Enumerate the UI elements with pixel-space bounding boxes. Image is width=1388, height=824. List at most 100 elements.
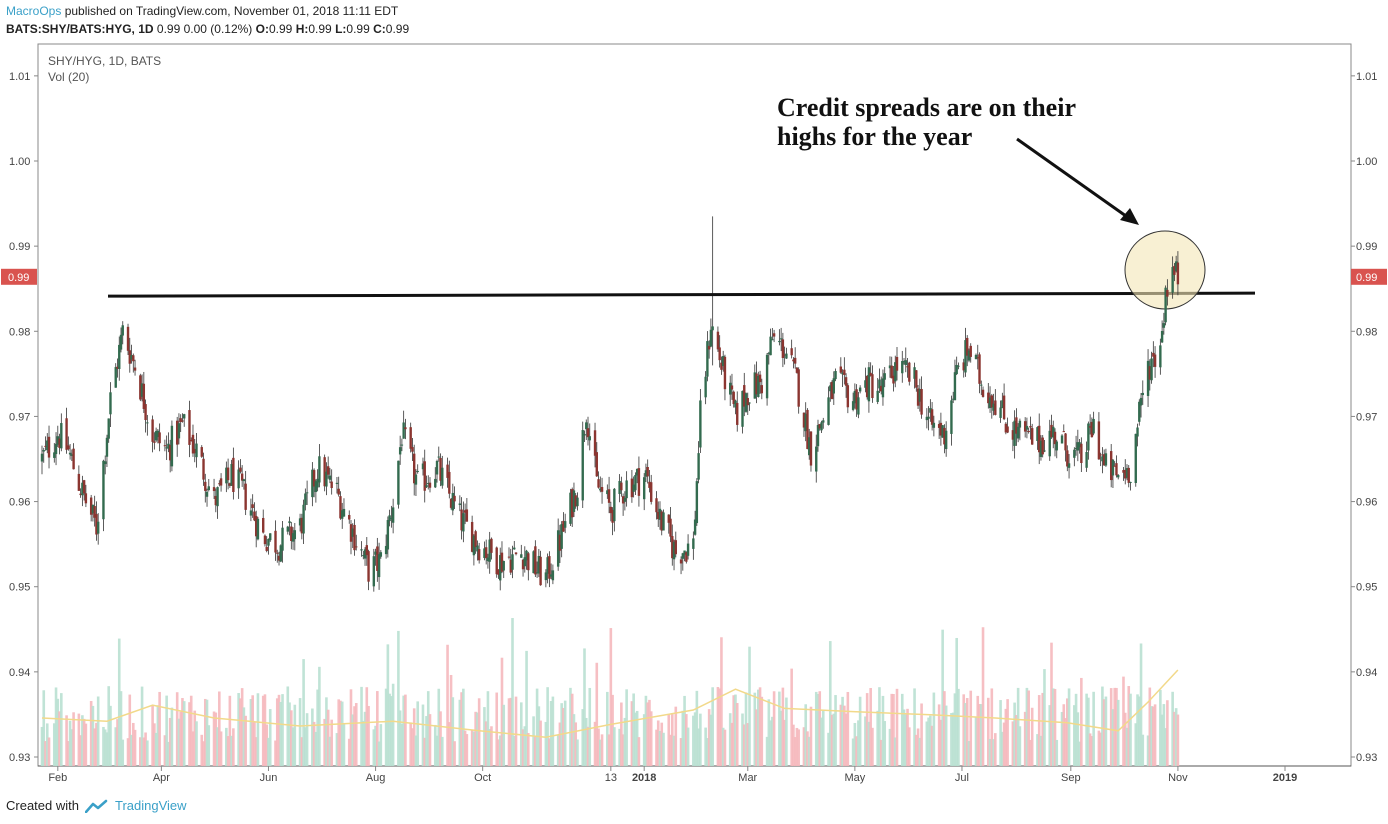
volume-bar <box>778 691 781 766</box>
volume-bar <box>855 736 858 766</box>
volume-bar <box>551 696 555 766</box>
candle-body <box>1013 420 1016 446</box>
volume-bar <box>1134 723 1138 766</box>
candle-body <box>950 400 953 434</box>
candle-body <box>832 378 835 394</box>
volume-bar <box>1115 687 1118 766</box>
candle-body <box>114 367 117 388</box>
volume-bar <box>81 715 84 766</box>
volume-bar <box>116 719 119 766</box>
candle-body <box>1090 421 1094 438</box>
volume-bar <box>363 711 367 766</box>
volume-bar <box>955 637 958 766</box>
volume-bar <box>1062 704 1066 766</box>
volume-bar <box>539 720 542 766</box>
volume-bar <box>806 731 809 766</box>
volume-bar <box>72 712 75 766</box>
candle-body <box>325 471 328 487</box>
volume-bar <box>1055 739 1059 766</box>
candle-body <box>1052 426 1055 438</box>
volume-bar <box>839 704 843 766</box>
candle-body <box>721 356 725 367</box>
candle-body <box>976 357 979 359</box>
volume-bar <box>412 708 416 766</box>
volume-bar <box>769 720 772 766</box>
candle-body <box>79 493 82 496</box>
close-value: 0.99 <box>385 22 410 36</box>
volume-bar <box>558 722 562 766</box>
last-price-tag-right <box>1351 268 1387 285</box>
candle-body <box>177 423 181 439</box>
candle-body <box>339 496 342 519</box>
volume-bar <box>818 691 822 766</box>
y-tick-label-left: 0.94 <box>9 667 30 679</box>
candle-body <box>881 378 885 398</box>
candle-body <box>449 499 453 508</box>
candle-body <box>1023 421 1027 432</box>
volume-bar <box>486 691 490 766</box>
volume-bar <box>384 688 388 766</box>
volume-bar <box>212 711 216 766</box>
candle-body <box>458 503 462 505</box>
volume-bar <box>119 691 123 766</box>
volume-bar <box>527 733 530 766</box>
volume-bar <box>1050 642 1053 766</box>
candle-body <box>962 362 965 371</box>
candle-body <box>70 454 74 456</box>
volume-bar <box>957 688 960 766</box>
candle-body <box>556 530 560 567</box>
candle-body <box>1076 442 1080 451</box>
volume-bar <box>1036 734 1039 766</box>
volume-bar <box>1127 686 1131 766</box>
volume-bar <box>879 739 883 766</box>
price-chart[interactable]: Credit spreads are on their highs for th… <box>0 0 1388 790</box>
candle-body <box>951 398 955 400</box>
y-tick-label-right: 0.99 <box>1356 241 1377 253</box>
x-tick-label: Jul <box>955 772 969 784</box>
volume-bar <box>830 714 834 766</box>
volume-bar <box>423 737 427 766</box>
candle-body <box>293 530 297 540</box>
candle-body <box>183 414 186 419</box>
x-tick-label: Oct <box>474 772 491 784</box>
volume-bar <box>146 740 149 766</box>
candle-body <box>507 556 511 558</box>
volume-bar <box>512 735 516 766</box>
volume-bar <box>979 704 983 766</box>
volume-bar <box>367 705 370 766</box>
volume-bar <box>179 711 182 766</box>
symbol-name: BATS:SHY/BATS:HYG, 1D <box>6 22 154 36</box>
candle-body <box>1050 424 1053 438</box>
volume-bar <box>525 650 528 766</box>
candle-body <box>718 347 721 361</box>
candle-body <box>1048 430 1051 457</box>
volume-bar <box>372 729 376 766</box>
candle-body <box>741 390 744 427</box>
volume-bar <box>226 736 230 766</box>
volume-bar <box>237 693 240 766</box>
volume-bar <box>1039 735 1043 766</box>
candle-body <box>809 431 813 466</box>
tradingview-link[interactable]: TradingView <box>114 798 187 813</box>
candle-body <box>67 445 70 450</box>
volume-bar <box>318 666 321 766</box>
volume-bar <box>477 698 481 766</box>
candle-body <box>562 520 565 532</box>
candle-body <box>537 555 541 574</box>
volume-bar <box>497 739 500 766</box>
candle-body <box>439 457 442 481</box>
volume-bar <box>293 704 297 766</box>
volume-bar <box>834 695 837 766</box>
candle-body <box>642 477 646 500</box>
volume-bar <box>597 728 600 766</box>
volume-bar <box>1174 708 1178 766</box>
candle-body <box>1043 450 1046 452</box>
volume-bar <box>1018 726 1022 766</box>
author-name[interactable]: MacroOps <box>6 4 62 18</box>
candle-body <box>388 515 391 522</box>
candle-body <box>107 418 110 439</box>
candle-body <box>890 365 893 379</box>
x-tick-label: Mar <box>738 772 757 784</box>
x-tick-label: Sep <box>1061 772 1081 784</box>
candle-body <box>655 498 658 513</box>
